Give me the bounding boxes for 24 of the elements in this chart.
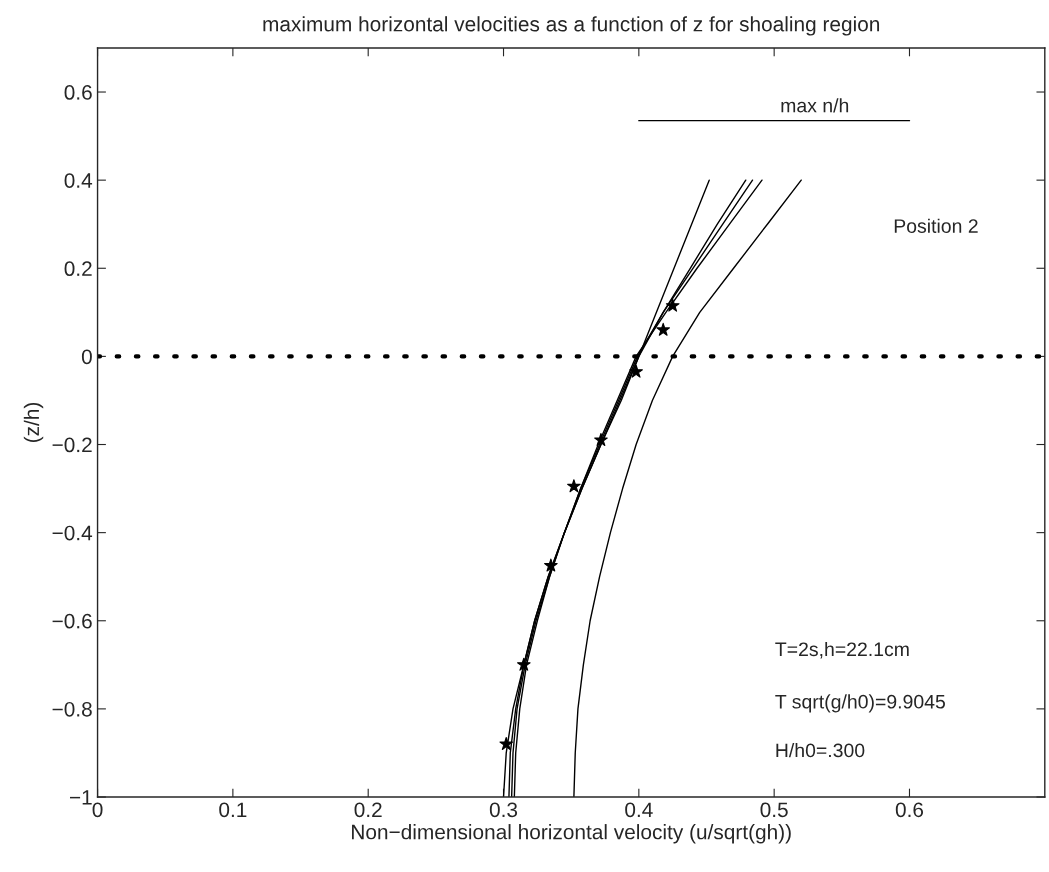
y-tick-label: −0.4 — [52, 525, 93, 541]
x-tick-label: 0.6 — [895, 802, 924, 818]
x-tick-label: 0 — [92, 802, 103, 818]
y-tick-label: 0.2 — [64, 261, 92, 277]
chart-title: maximum horizontal velocities as a function of z for shoaling region — [263, 16, 880, 36]
annotation: Position 2 — [894, 218, 978, 233]
annotation: H/h0=.300 — [776, 743, 865, 758]
annotation: T sqrt(g/h0)=9.9045 — [775, 694, 945, 713]
y-tick-label: −1 — [69, 790, 92, 805]
x-tick-label: 0.5 — [760, 802, 788, 818]
y-tick-label: 0 — [81, 349, 92, 365]
y-tick-label: −0.6 — [52, 613, 92, 629]
x-tick-label: 0.1 — [219, 802, 247, 818]
y-tick-label: 0.4 — [64, 173, 93, 188]
x-tick-label: 0.2 — [354, 802, 382, 818]
y-tick-label: −0.2 — [52, 437, 92, 453]
y-tick-label: 0.6 — [64, 85, 92, 100]
x-tick-label: 0.3 — [489, 802, 518, 818]
y-tick-label: −0.8 — [52, 701, 92, 717]
x-axis-title: Non−dimensional horizontal velocity (u/sqrt(gh)) — [352, 824, 791, 844]
annotation: T=2s,h=22.1cm — [775, 641, 909, 659]
y-axis-title: (z/h) — [23, 402, 44, 443]
series-label: max n/h — [781, 98, 849, 113]
x-tick-label: 0.4 — [625, 802, 653, 818]
